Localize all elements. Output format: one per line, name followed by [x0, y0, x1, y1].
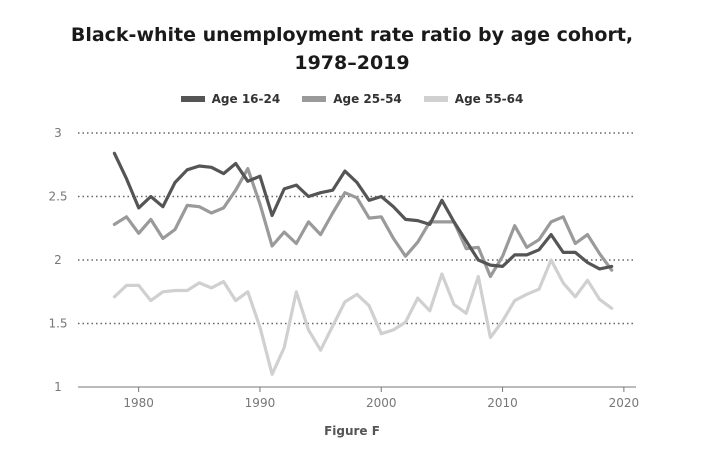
legend-item-age-16-24: Age 16-24	[180, 92, 281, 106]
x-tick-label: 2020	[609, 396, 640, 410]
legend-item-age-55-64: Age 55-64	[423, 92, 524, 106]
legend-label: Age 25-54	[333, 92, 402, 106]
legend-swatch	[180, 96, 205, 102]
legend-swatch	[423, 96, 448, 102]
chart-title-line1: Black-white unemployment rate ratio by a…	[70, 24, 634, 46]
y-tick-label: 2	[54, 253, 62, 267]
y-tick-label: 2.5	[48, 190, 67, 204]
x-tick-label: 2010	[487, 396, 518, 410]
legend-swatch	[302, 96, 327, 102]
figure-caption: Figure F	[324, 424, 380, 438]
x-tick-label: 1980	[123, 396, 154, 410]
series-line-age-25-54	[112, 167, 614, 279]
y-tick-label: 1	[54, 380, 62, 394]
chart-legend: Age 16-24 Age 25-54 Age 55-64	[0, 92, 704, 106]
series-line-age-16-24	[112, 151, 614, 271]
series-line-age-55-64	[112, 258, 614, 376]
y-tick-label: 1.5	[48, 317, 67, 331]
chart-title-line2: 1978–2019	[294, 52, 410, 74]
legend-label: Age 16-24	[211, 92, 281, 106]
legend-item-age-25-54: Age 25-54	[302, 92, 402, 106]
x-tick-label: 2000	[366, 396, 397, 410]
y-tick-label: 3	[54, 126, 62, 140]
x-tick-label: 1990	[245, 396, 276, 410]
legend-label: Age 55-64	[454, 92, 524, 106]
